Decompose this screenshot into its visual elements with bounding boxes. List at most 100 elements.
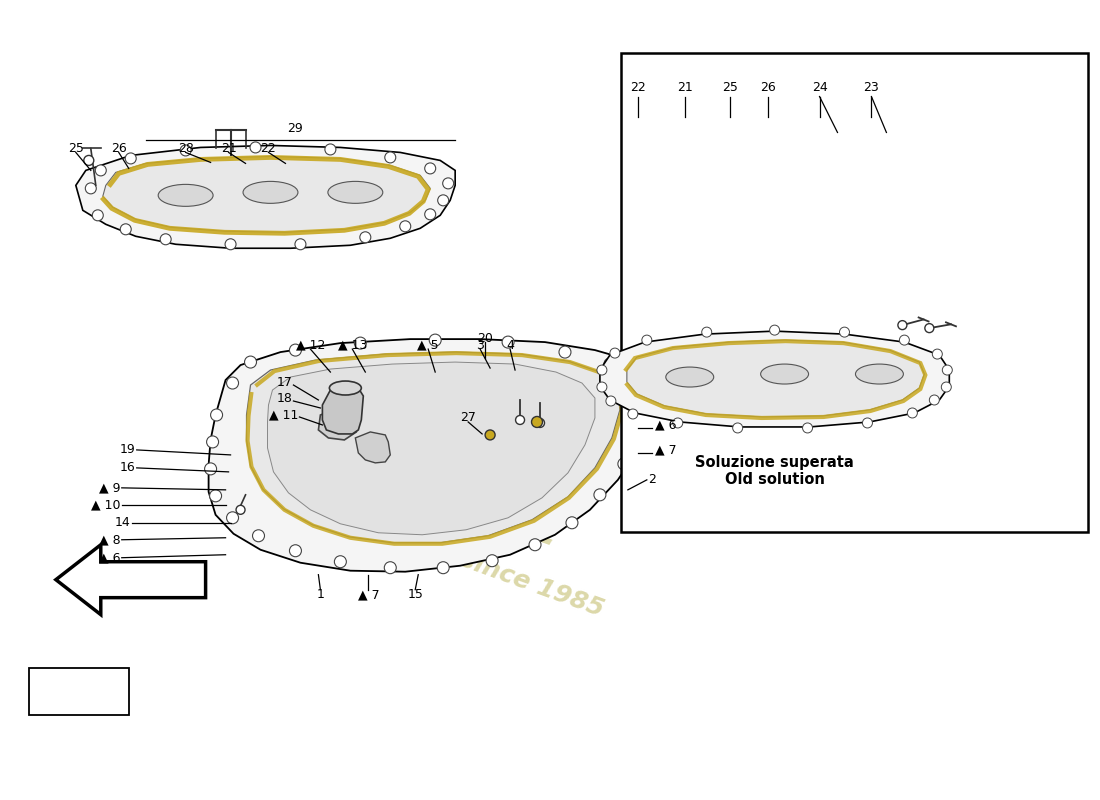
Circle shape [334, 556, 346, 568]
Ellipse shape [856, 364, 903, 384]
Polygon shape [76, 146, 455, 248]
Circle shape [207, 436, 219, 448]
Circle shape [594, 489, 606, 501]
Circle shape [631, 374, 644, 386]
Ellipse shape [666, 367, 714, 387]
Circle shape [839, 327, 849, 337]
Circle shape [604, 358, 616, 370]
Polygon shape [600, 331, 949, 427]
Text: ▲ = 1: ▲ = 1 [57, 684, 101, 699]
Circle shape [641, 399, 653, 411]
Text: 17: 17 [276, 375, 293, 389]
Circle shape [641, 335, 652, 345]
Circle shape [324, 144, 336, 155]
Text: 26: 26 [111, 142, 126, 155]
Circle shape [486, 554, 498, 566]
Text: 21: 21 [221, 142, 236, 155]
Ellipse shape [329, 381, 361, 395]
Ellipse shape [158, 184, 213, 206]
Circle shape [236, 506, 245, 514]
Circle shape [250, 142, 261, 153]
Circle shape [205, 463, 217, 475]
Circle shape [942, 382, 952, 392]
Text: ▲ 8: ▲ 8 [99, 534, 121, 546]
Circle shape [559, 346, 571, 358]
Circle shape [770, 325, 780, 335]
Text: 18: 18 [276, 391, 293, 405]
FancyBboxPatch shape [621, 53, 1088, 532]
Text: 16: 16 [120, 462, 135, 474]
Circle shape [384, 562, 396, 574]
Polygon shape [209, 339, 654, 572]
Circle shape [943, 365, 953, 375]
Text: 22: 22 [630, 81, 646, 94]
Text: 28: 28 [178, 142, 194, 155]
Polygon shape [322, 385, 363, 434]
Text: 19: 19 [120, 443, 135, 457]
Text: ▲ 6: ▲ 6 [99, 551, 121, 564]
Text: ▲ 11: ▲ 11 [270, 409, 298, 422]
Circle shape [244, 356, 256, 368]
Circle shape [425, 163, 436, 174]
Circle shape [438, 195, 449, 206]
Circle shape [227, 377, 239, 389]
Circle shape [161, 234, 172, 245]
Circle shape [120, 224, 131, 234]
Circle shape [529, 538, 541, 550]
Circle shape [360, 232, 371, 242]
Text: ▲ 13: ▲ 13 [338, 338, 367, 351]
Text: 21: 21 [676, 81, 693, 94]
Circle shape [399, 221, 410, 232]
Text: Old solution: Old solution [725, 472, 825, 487]
Text: ▲ 7: ▲ 7 [358, 588, 379, 601]
Circle shape [908, 408, 917, 418]
Circle shape [628, 409, 638, 419]
Circle shape [702, 327, 712, 337]
Text: ▲ 10: ▲ 10 [91, 498, 121, 511]
Circle shape [210, 409, 222, 421]
Circle shape [253, 530, 264, 542]
Text: 24: 24 [812, 81, 827, 94]
Text: 26: 26 [760, 81, 775, 94]
Text: 23: 23 [864, 81, 879, 94]
Circle shape [385, 152, 396, 163]
Text: 22: 22 [261, 142, 276, 155]
Circle shape [606, 396, 616, 406]
Text: 1: 1 [317, 588, 324, 601]
Text: 25: 25 [68, 142, 84, 155]
Ellipse shape [243, 182, 298, 203]
Circle shape [566, 517, 578, 529]
Circle shape [898, 321, 906, 330]
Circle shape [536, 418, 544, 427]
Circle shape [226, 238, 236, 250]
Circle shape [429, 334, 441, 346]
Circle shape [673, 418, 683, 428]
Ellipse shape [328, 182, 383, 203]
Text: 3: 3 [476, 338, 484, 351]
Polygon shape [56, 545, 206, 614]
Text: ▲ 9: ▲ 9 [99, 482, 121, 494]
Text: 27: 27 [460, 411, 476, 425]
Text: 29: 29 [287, 122, 304, 135]
Text: 20: 20 [477, 332, 493, 345]
Circle shape [437, 562, 449, 574]
Circle shape [442, 178, 453, 189]
Circle shape [84, 155, 94, 166]
Circle shape [531, 417, 542, 427]
Circle shape [227, 512, 239, 524]
Text: ▲ 7: ▲ 7 [654, 443, 676, 457]
Circle shape [485, 430, 495, 440]
Circle shape [125, 153, 136, 164]
Circle shape [634, 429, 646, 441]
Circle shape [862, 418, 872, 428]
Circle shape [96, 165, 107, 176]
Polygon shape [318, 408, 359, 440]
Polygon shape [102, 157, 430, 232]
Text: 4: 4 [506, 338, 514, 351]
Text: 15: 15 [407, 588, 424, 601]
Circle shape [210, 490, 221, 502]
Polygon shape [267, 362, 595, 534]
Circle shape [597, 382, 607, 392]
Circle shape [86, 183, 97, 194]
Circle shape [609, 348, 620, 358]
